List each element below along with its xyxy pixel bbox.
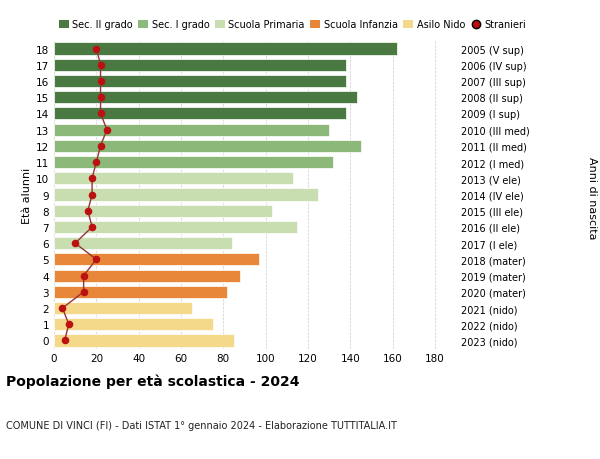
Text: Popolazione per età scolastica - 2024: Popolazione per età scolastica - 2024 bbox=[6, 374, 299, 389]
Point bbox=[70, 240, 80, 247]
Bar bbox=[54, 319, 212, 330]
Bar bbox=[54, 108, 346, 120]
Y-axis label: Età alunni: Età alunni bbox=[22, 167, 32, 223]
Bar bbox=[54, 302, 191, 314]
Bar bbox=[54, 270, 240, 282]
Bar bbox=[54, 60, 346, 72]
Point bbox=[96, 78, 106, 85]
Bar bbox=[54, 157, 333, 169]
Bar bbox=[54, 173, 293, 185]
Text: COMUNE DI VINCI (FI) - Dati ISTAT 1° gennaio 2024 - Elaborazione TUTTITALIA.IT: COMUNE DI VINCI (FI) - Dati ISTAT 1° gen… bbox=[6, 420, 397, 430]
Bar bbox=[54, 286, 227, 298]
Point bbox=[60, 337, 70, 344]
Point bbox=[87, 175, 97, 183]
Bar bbox=[54, 92, 356, 104]
Point bbox=[92, 256, 101, 263]
Text: Anni di nascita: Anni di nascita bbox=[587, 156, 597, 239]
Point bbox=[92, 159, 101, 166]
Bar bbox=[54, 189, 319, 201]
Point bbox=[79, 289, 88, 296]
Point bbox=[58, 305, 67, 312]
Point bbox=[79, 272, 88, 280]
Point bbox=[102, 127, 112, 134]
Bar bbox=[54, 124, 329, 136]
Bar bbox=[54, 43, 397, 56]
Point bbox=[87, 191, 97, 199]
Bar bbox=[54, 205, 272, 217]
Bar bbox=[54, 335, 234, 347]
Bar bbox=[54, 221, 298, 234]
Bar bbox=[54, 238, 232, 250]
Bar bbox=[54, 254, 259, 266]
Point bbox=[64, 321, 74, 328]
Point bbox=[96, 94, 106, 101]
Point bbox=[96, 143, 106, 150]
Point bbox=[96, 111, 106, 118]
Point bbox=[96, 62, 106, 69]
Bar bbox=[54, 76, 346, 88]
Point bbox=[83, 207, 92, 215]
Bar bbox=[54, 140, 361, 152]
Point bbox=[92, 46, 101, 53]
Point bbox=[87, 224, 97, 231]
Legend: Sec. II grado, Sec. I grado, Scuola Primaria, Scuola Infanzia, Asilo Nido, Stran: Sec. II grado, Sec. I grado, Scuola Prim… bbox=[59, 20, 526, 30]
